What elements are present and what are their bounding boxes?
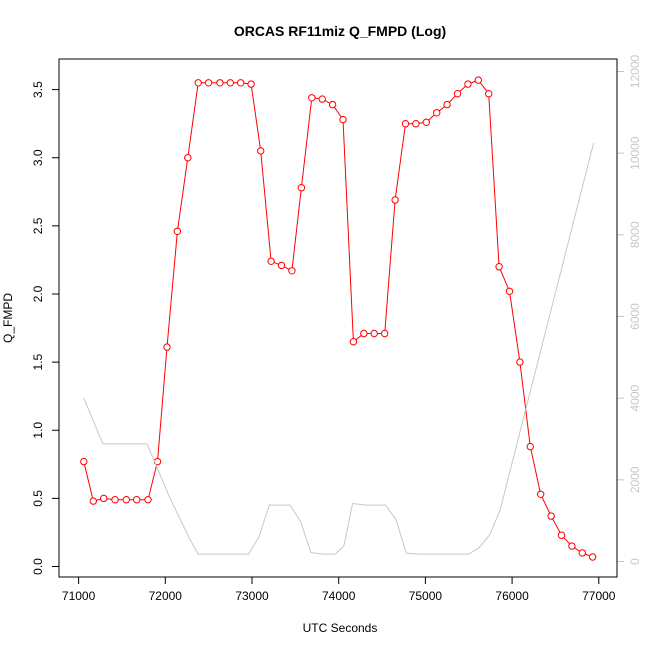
q-fmpd-point xyxy=(464,80,472,88)
x-tick-label: 77000 xyxy=(582,589,616,603)
q-fmpd-point xyxy=(370,329,378,338)
q-fmpd-point xyxy=(547,512,555,520)
q-fmpd-point xyxy=(184,154,192,162)
y2-tick-label: 0 xyxy=(628,558,642,565)
q-fmpd-point xyxy=(277,261,286,270)
q-fmpd-point xyxy=(516,358,524,366)
y2-tick-label: 12000 xyxy=(628,54,642,88)
q-fmpd-point xyxy=(122,496,131,504)
q-fmpd-point xyxy=(267,257,275,265)
q-fmpd-point xyxy=(433,109,441,117)
y2-tick-label: 4000 xyxy=(628,384,642,411)
x-tick-label: 74000 xyxy=(322,589,356,603)
q-fmpd-point xyxy=(257,147,265,155)
q-fmpd-point xyxy=(537,490,545,498)
q-fmpd-point xyxy=(495,263,503,271)
q-fmpd-point xyxy=(111,496,119,504)
x-tick-label: 76000 xyxy=(495,589,529,603)
chart-title: ORCAS RF11miz Q_FMPD (Log) xyxy=(234,23,446,39)
q-fmpd-point xyxy=(328,100,337,109)
q-fmpd-point xyxy=(339,115,347,124)
x-tick-label: 75000 xyxy=(409,589,443,603)
q-fmpd-point xyxy=(226,79,235,87)
q-fmpd-point xyxy=(237,79,245,87)
x-tick-label: 72000 xyxy=(149,589,183,603)
q-fmpd-point xyxy=(349,338,358,346)
secondary-series-line xyxy=(83,142,595,555)
y2-tick-label: 8000 xyxy=(628,221,642,248)
q-fmpd-point xyxy=(401,120,410,128)
q-fmpd-point xyxy=(89,497,98,505)
q-fmpd-point xyxy=(453,90,462,98)
y-tick-label: 1.0 xyxy=(31,422,45,439)
plot-frame xyxy=(58,58,618,578)
q-fmpd-point xyxy=(80,457,88,466)
y-tick-label: 2.5 xyxy=(31,217,45,234)
y-tick-label: 1.5 xyxy=(31,353,45,370)
q-fmpd-point xyxy=(381,329,389,338)
q-fmpd-point xyxy=(557,531,566,539)
q-fmpd-point xyxy=(288,267,296,275)
q-fmpd-point xyxy=(100,494,108,503)
q-fmpd-point xyxy=(194,79,202,87)
y-tick-label: 2.0 xyxy=(31,285,45,302)
q-fmpd-point xyxy=(163,343,171,351)
y2-tick-label: 2000 xyxy=(628,466,642,493)
y-axis-label: Q_FMPD xyxy=(1,293,15,343)
y2-tick-label: 6000 xyxy=(628,303,642,330)
q-fmpd-point xyxy=(216,79,224,87)
q-fmpd-point xyxy=(578,549,586,557)
q-fmpd-point xyxy=(308,94,316,102)
q-fmpd-point xyxy=(505,287,514,295)
y-tick-label: 0.5 xyxy=(31,490,45,507)
q-fmpd-point xyxy=(391,196,399,204)
q-fmpd-point xyxy=(568,542,576,550)
y-tick-label: 3.5 xyxy=(31,81,45,98)
y-tick-label: 0.0 xyxy=(31,558,45,575)
x-tick-label: 73000 xyxy=(235,589,269,603)
q-fmpd-point xyxy=(297,184,306,192)
q-fmpd-point xyxy=(526,442,534,451)
q-fmpd-point xyxy=(360,329,368,338)
q-fmpd-point xyxy=(412,120,420,128)
y-tick-label: 3.0 xyxy=(31,149,45,166)
q-fmpd-point xyxy=(144,496,152,504)
q-fmpd-point xyxy=(133,496,141,504)
q-fmpd-point xyxy=(204,79,213,87)
q-fmpd-point xyxy=(173,227,182,236)
q-fmpd-point xyxy=(474,76,482,84)
q-fmpd-point xyxy=(589,553,597,561)
q-fmpd-point xyxy=(485,90,493,98)
q-fmpd-point xyxy=(318,95,326,103)
q-fmpd-point xyxy=(422,118,430,127)
q-fmpd-point xyxy=(443,100,451,109)
x-axis-label: UTC Seconds xyxy=(303,621,378,635)
q-fmpd-series-line xyxy=(83,79,593,558)
y2-tick-label: 10000 xyxy=(628,136,642,170)
x-tick-label: 71000 xyxy=(62,589,96,603)
q-fmpd-point xyxy=(247,80,255,88)
